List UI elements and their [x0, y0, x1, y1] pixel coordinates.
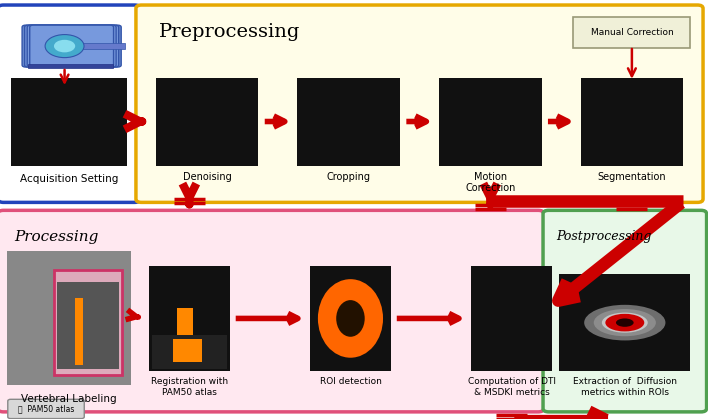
- Text: Registration with
PAM50 atlas: Registration with PAM50 atlas: [151, 377, 228, 396]
- Ellipse shape: [605, 314, 644, 331]
- Text: Cropping: Cropping: [326, 172, 371, 182]
- FancyBboxPatch shape: [310, 266, 391, 371]
- Text: Computation of DTI
& MSDKI metrics: Computation of DTI & MSDKI metrics: [467, 377, 556, 396]
- FancyBboxPatch shape: [471, 266, 552, 371]
- FancyBboxPatch shape: [297, 78, 400, 166]
- Text: Postprocessing: Postprocessing: [556, 230, 651, 243]
- FancyBboxPatch shape: [11, 78, 127, 166]
- Ellipse shape: [318, 279, 383, 358]
- FancyBboxPatch shape: [7, 251, 131, 385]
- FancyBboxPatch shape: [149, 266, 230, 371]
- FancyBboxPatch shape: [156, 78, 258, 166]
- FancyBboxPatch shape: [28, 64, 113, 68]
- FancyBboxPatch shape: [57, 282, 118, 370]
- FancyBboxPatch shape: [173, 339, 202, 362]
- Text: Vertebral Labeling: Vertebral Labeling: [21, 394, 117, 404]
- Text: Manual Correction: Manual Correction: [590, 28, 673, 37]
- FancyBboxPatch shape: [543, 210, 707, 412]
- FancyBboxPatch shape: [54, 270, 122, 375]
- FancyBboxPatch shape: [68, 43, 125, 49]
- FancyBboxPatch shape: [27, 25, 116, 67]
- Ellipse shape: [602, 313, 648, 333]
- FancyBboxPatch shape: [75, 298, 83, 365]
- Ellipse shape: [336, 300, 365, 337]
- Text: Processing: Processing: [14, 230, 98, 244]
- Text: 🔗  PAM50 atlas: 🔗 PAM50 atlas: [18, 404, 74, 414]
- Ellipse shape: [594, 309, 656, 336]
- FancyBboxPatch shape: [30, 25, 113, 67]
- Text: Preprocessing: Preprocessing: [159, 23, 301, 41]
- FancyBboxPatch shape: [25, 25, 119, 67]
- FancyBboxPatch shape: [8, 399, 84, 419]
- Text: Segmentation: Segmentation: [598, 172, 666, 182]
- Text: Motion
Correction: Motion Correction: [465, 172, 515, 194]
- FancyBboxPatch shape: [22, 25, 121, 67]
- FancyBboxPatch shape: [177, 308, 193, 365]
- Text: ROI detection: ROI detection: [319, 377, 382, 386]
- Ellipse shape: [45, 35, 84, 57]
- Text: Acquisition Setting: Acquisition Setting: [20, 174, 118, 184]
- FancyBboxPatch shape: [439, 78, 542, 166]
- FancyBboxPatch shape: [573, 17, 690, 48]
- Ellipse shape: [584, 305, 666, 340]
- Ellipse shape: [616, 318, 634, 327]
- FancyBboxPatch shape: [0, 5, 140, 202]
- Text: Denoising: Denoising: [183, 172, 232, 182]
- FancyBboxPatch shape: [136, 5, 703, 202]
- FancyBboxPatch shape: [0, 210, 544, 412]
- Text: Extraction of  Diffusion
metrics within ROIs: Extraction of Diffusion metrics within R…: [573, 377, 677, 396]
- FancyBboxPatch shape: [581, 78, 683, 166]
- Ellipse shape: [54, 40, 75, 52]
- FancyBboxPatch shape: [559, 274, 690, 371]
- FancyBboxPatch shape: [152, 335, 227, 369]
